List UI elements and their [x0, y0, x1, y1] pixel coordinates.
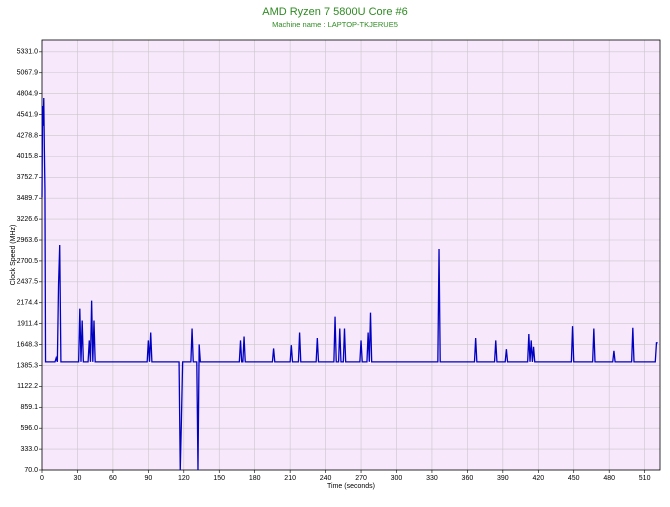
- y-tick-label: 3226.6: [17, 216, 39, 223]
- x-tick-label: 390: [497, 475, 509, 482]
- x-tick-label: 0: [40, 475, 44, 482]
- y-tick-label: 2700.5: [17, 258, 39, 265]
- x-axis-label: Time (seconds): [327, 483, 375, 490]
- chart-title: AMD Ryzen 7 5800U Core #6: [262, 6, 408, 18]
- x-tick-label: 330: [426, 475, 438, 482]
- x-tick-label: 120: [178, 475, 190, 482]
- y-tick-label: 596.0: [20, 425, 38, 432]
- plot-border: [41, 39, 661, 471]
- y-tick-label: 1122.2: [17, 383, 38, 390]
- y-tick-label: 4804.9: [17, 91, 39, 98]
- y-tick-label: 4278.8: [17, 132, 39, 139]
- x-tick-label: 150: [213, 475, 225, 482]
- y-tick-label: 2437.5: [17, 279, 39, 286]
- y-tick-label: 5331.0: [17, 49, 39, 56]
- data-line: [41, 98, 658, 471]
- y-tick-label: 1911.4: [17, 320, 38, 327]
- y-axis-label: Clock Speed (MHz): [10, 225, 17, 286]
- y-tick-label: 5067.9: [17, 70, 39, 77]
- x-tick-label: 270: [355, 475, 367, 482]
- x-tick-label: 30: [74, 475, 82, 482]
- y-tick-label: 859.1: [20, 404, 38, 411]
- x-tick-label: 480: [603, 475, 615, 482]
- y-tick-label: 1385.3: [17, 362, 39, 369]
- y-tick-label: 4015.8: [17, 153, 39, 160]
- x-tick-label: 300: [391, 475, 403, 482]
- x-tick-label: 510: [639, 475, 651, 482]
- y-tick-label: 333.0: [20, 446, 38, 453]
- y-tick-label: 3489.7: [17, 195, 39, 202]
- chart-subtitle: Machine name : LAPTOP-TKJERUE5: [272, 20, 398, 29]
- x-tick-label: 60: [109, 475, 117, 482]
- y-tick-label: 1648.3: [17, 341, 39, 348]
- x-tick-label: 90: [144, 475, 152, 482]
- y-tick-label: 3752.7: [17, 174, 39, 181]
- x-tick-label: 210: [284, 475, 296, 482]
- x-tick-label: 450: [568, 475, 580, 482]
- y-tick-label: 2963.6: [17, 237, 39, 244]
- y-tick-label: 4541.9: [17, 111, 39, 118]
- x-tick-label: 240: [320, 475, 332, 482]
- plot-area: [42, 40, 660, 470]
- y-tick-label: 2174.4: [17, 300, 39, 307]
- x-tick-label: 360: [462, 475, 474, 482]
- y-tick-label: 70.0: [24, 467, 38, 474]
- x-tick-label: 180: [249, 475, 261, 482]
- x-tick-label: 420: [532, 475, 544, 482]
